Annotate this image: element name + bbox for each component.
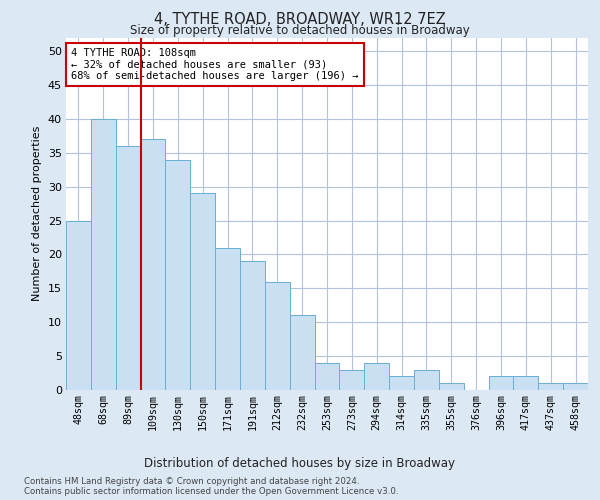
Text: 4, TYTHE ROAD, BROADWAY, WR12 7EZ: 4, TYTHE ROAD, BROADWAY, WR12 7EZ (154, 12, 446, 28)
Bar (265, 282, 290, 390)
Bar (514, 376, 538, 390)
Bar (190, 194, 215, 390)
Bar (364, 363, 389, 390)
Text: Contains HM Land Registry data © Crown copyright and database right 2024.: Contains HM Land Registry data © Crown c… (24, 477, 359, 486)
Bar (240, 261, 265, 390)
Bar (91, 119, 116, 390)
Bar (488, 376, 514, 390)
Bar (563, 383, 588, 390)
Bar (439, 383, 464, 390)
Bar (215, 248, 240, 390)
Bar (166, 160, 190, 390)
Text: Size of property relative to detached houses in Broadway: Size of property relative to detached ho… (130, 24, 470, 37)
Bar (340, 370, 364, 390)
Bar (290, 316, 314, 390)
Bar (116, 146, 140, 390)
Bar (414, 370, 439, 390)
Bar (538, 383, 563, 390)
Bar (314, 363, 340, 390)
Bar (140, 139, 166, 390)
Y-axis label: Number of detached properties: Number of detached properties (32, 126, 42, 302)
Text: Contains public sector information licensed under the Open Government Licence v3: Contains public sector information licen… (24, 487, 398, 496)
Bar (66, 220, 91, 390)
Bar (389, 376, 414, 390)
Text: 4 TYTHE ROAD: 108sqm
← 32% of detached houses are smaller (93)
68% of semi-detac: 4 TYTHE ROAD: 108sqm ← 32% of detached h… (71, 48, 359, 82)
Text: Distribution of detached houses by size in Broadway: Distribution of detached houses by size … (145, 458, 455, 470)
